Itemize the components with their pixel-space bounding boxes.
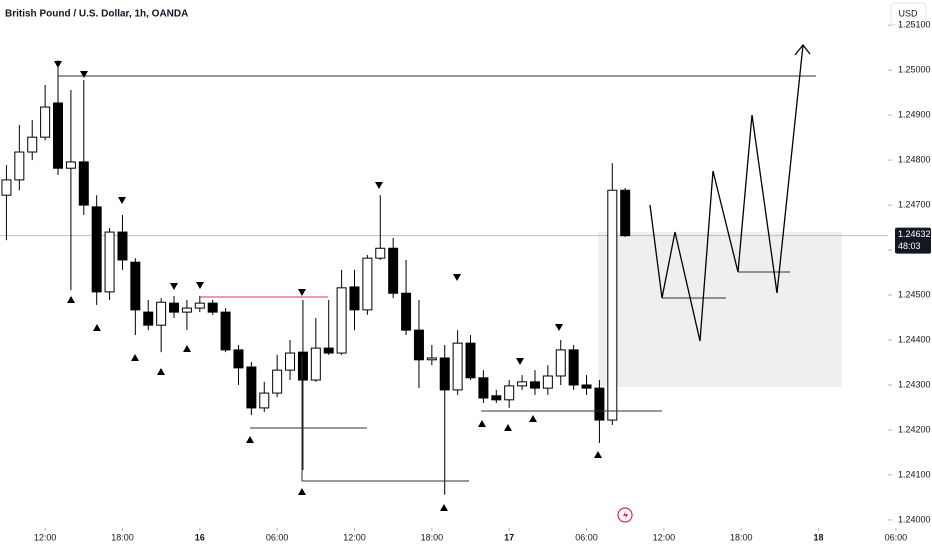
candle-body [388, 247, 399, 294]
candle-body [581, 384, 592, 389]
candle-body [375, 247, 386, 259]
x-tick-label: 18:00 [111, 532, 134, 542]
candle-body [53, 102, 64, 169]
plot [0, 60, 888, 495]
candle-body [594, 387, 605, 421]
candle-body [452, 342, 463, 391]
y-tick-label: 1.24500 [898, 289, 931, 299]
candle-body [362, 257, 373, 311]
candle-body [529, 381, 540, 389]
x-tick-label: 06:00 [266, 532, 289, 542]
candle-body [233, 349, 244, 369]
current-price-label: 1.24632 [898, 229, 931, 239]
currency-button[interactable] [890, 2, 927, 26]
arrow-head [794, 43, 811, 56]
candle-body [620, 189, 631, 237]
alert-icon-bolt [623, 510, 628, 520]
candle-body [40, 106, 51, 138]
y-tick-label: 1.25000 [898, 65, 931, 75]
candle-body [130, 261, 141, 311]
candle-body [78, 161, 89, 206]
y-tick-label: 1.24800 [898, 154, 931, 164]
candle-body [1, 179, 12, 196]
y-tick-label: 1.25100 [898, 20, 931, 30]
alert-icon [617, 507, 633, 523]
candle-body [568, 349, 579, 386]
current-price-box [895, 227, 931, 254]
candle-body [439, 357, 450, 391]
candle-body [297, 351, 308, 381]
candle-body [310, 347, 321, 381]
candle-body [246, 366, 257, 409]
candle-body [491, 395, 502, 401]
candle-body [220, 311, 231, 351]
candle-body [143, 311, 154, 326]
candle-body [478, 377, 489, 399]
x-tick-label: 12:00 [653, 532, 676, 542]
candle-body [504, 385, 515, 401]
range-box [598, 232, 842, 387]
candle-body [555, 349, 566, 377]
candle-body [272, 369, 283, 394]
x-tick-label: 16 [195, 532, 205, 542]
countdown-label: 48:03 [898, 241, 921, 251]
projection-path [649, 44, 804, 342]
x-tick-label: 18 [814, 532, 824, 542]
currency-label[interactable]: USD [898, 8, 918, 18]
candle-body [259, 392, 270, 409]
candle-body [465, 342, 476, 379]
drawings [58, 43, 816, 482]
y-tick-label: 1.24200 [898, 424, 931, 434]
candle-body [169, 302, 180, 313]
candle-body [401, 292, 412, 331]
candle-body [323, 347, 334, 354]
y-tick-label: 1.24900 [898, 110, 931, 120]
candle-body [285, 352, 296, 371]
candle-body [27, 136, 38, 153]
candle-body [349, 286, 360, 311]
y-tick-label: 1.24400 [898, 334, 931, 344]
candle-body [336, 287, 347, 354]
candle-body [517, 381, 528, 387]
y-tick-label: 1.24700 [898, 199, 931, 209]
x-tick-label: 17 [504, 532, 514, 542]
candle-body [413, 329, 424, 361]
y-tick-label: 1.24300 [898, 379, 931, 389]
drawings-back [598, 232, 842, 387]
x-tick-label: 18:00 [421, 532, 444, 542]
candle-body [194, 302, 205, 309]
chart-title: British Pound / U.S. Dollar, 1h, OANDA [5, 9, 188, 20]
x-tick-label: 12:00 [34, 532, 57, 542]
y-tick-label: 1.24000 [898, 514, 931, 524]
candle-body [207, 302, 218, 313]
candle-body [91, 206, 102, 293]
x-tick-label: 06:00 [885, 532, 908, 542]
candle-body [542, 375, 553, 389]
y-tick-label: 1.24100 [898, 469, 931, 479]
candle-body [426, 357, 437, 361]
candle-body [607, 189, 618, 421]
candle-body [14, 151, 25, 181]
x-tick-label: 06:00 [575, 532, 598, 542]
candle-body [181, 307, 192, 313]
candle-body [65, 161, 76, 169]
candle-body [156, 301, 167, 326]
x-tick-label: 18:00 [730, 532, 753, 542]
candle-body [117, 231, 128, 261]
x-tick-label: 12:00 [343, 532, 366, 542]
candle-body [104, 231, 115, 293]
